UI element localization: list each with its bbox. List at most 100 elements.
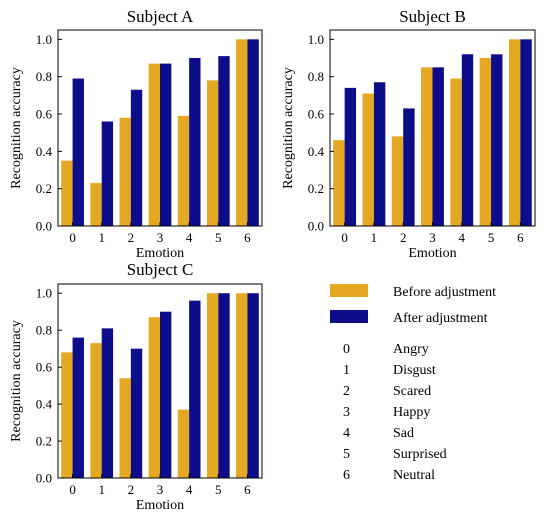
- x-tick-label: 1: [98, 482, 105, 497]
- bar-before-0: [333, 140, 345, 226]
- bar-before-4: [177, 409, 190, 478]
- chart-panels: 0.0 0.2 0.4 0.6 0.8 1.0 0 1 2 3 4 5 6 Subject A Emotio…: [9, 7, 536, 513]
- x-tick-label: 3: [157, 230, 164, 245]
- x-tick-label: 3: [429, 230, 436, 245]
- x-tick-label: 6: [517, 230, 524, 245]
- legend-swatch-before: [330, 284, 368, 297]
- x-tick-label: 5: [215, 482, 222, 497]
- bar-after-3: [160, 311, 172, 478]
- emotion-name: Happy: [393, 405, 430, 420]
- bar-after-1: [101, 328, 114, 478]
- x-tick-label: 1: [371, 230, 378, 245]
- bar-after-2: [130, 89, 143, 226]
- bar-after-4: [461, 54, 474, 226]
- y-tick-label: 0.0: [36, 219, 52, 234]
- bar-after-1: [373, 82, 386, 227]
- emotion-name: Surprised: [393, 447, 447, 462]
- y-tick-label: 0.6: [36, 360, 53, 375]
- emotion-name: Sad: [393, 426, 414, 441]
- legend: Before adjustment After adjustment 0 Angr…: [330, 284, 496, 483]
- bar-after-6: [520, 39, 532, 226]
- bar-before-0: [61, 352, 73, 478]
- y-tick-label: 0.2: [36, 434, 52, 449]
- x-tick-label: 5: [215, 230, 222, 245]
- y-tick-label: 0.4: [308, 144, 325, 159]
- bar-after-2: [130, 348, 143, 478]
- emotion-name: Angry: [393, 342, 429, 357]
- bar-before-3: [148, 317, 160, 478]
- emotion-code: 1: [343, 363, 350, 378]
- chart-panel: 0.0 0.2 0.4 0.6 0.8 1.0 0 1 2 3 4 5 6 Subject C Emotio…: [9, 260, 263, 513]
- x-tick-label: 4: [186, 230, 193, 245]
- bar-before-5: [479, 58, 492, 226]
- y-tick-label: 1.0: [36, 286, 52, 301]
- y-axis-label: Recognition accuracy: [9, 67, 24, 189]
- x-tick-label: 4: [186, 482, 193, 497]
- bar-before-6: [236, 39, 248, 226]
- y-axis-label: Recognition accuracy: [281, 67, 296, 189]
- x-tick-label: 0: [341, 230, 348, 245]
- y-tick-label: 0.8: [308, 69, 324, 84]
- x-tick-label: 6: [244, 230, 251, 245]
- bar-before-1: [90, 343, 102, 478]
- x-tick-label: 4: [459, 230, 466, 245]
- emotion-code: 3: [343, 405, 350, 420]
- bar-before-3: [421, 67, 433, 226]
- y-tick-label: 1.0: [36, 32, 52, 47]
- bar-after-3: [432, 67, 444, 226]
- emotion-code: 6: [343, 468, 350, 483]
- x-tick-label: 6: [244, 482, 251, 497]
- y-tick-label: 0.0: [308, 219, 324, 234]
- bar-after-4: [189, 58, 201, 226]
- emotion-code: 0: [343, 342, 350, 357]
- emotion-code: 4: [343, 426, 350, 441]
- y-tick-label: 0.6: [308, 107, 325, 122]
- emotion-code: 2: [343, 384, 350, 399]
- x-tick-label: 2: [400, 230, 407, 245]
- chart-title: Subject A: [127, 7, 194, 26]
- bar-after-6: [247, 293, 259, 478]
- legend-label-after: After adjustment: [393, 311, 488, 326]
- emotion-name: Neutral: [393, 468, 435, 483]
- y-tick-label: 0.8: [36, 323, 52, 338]
- legend-label-before: Before adjustment: [393, 285, 496, 300]
- x-axis-label: Emotion: [136, 246, 184, 261]
- x-tick-label: 3: [157, 482, 164, 497]
- bar-before-4: [177, 115, 190, 226]
- x-tick-label: 0: [69, 230, 76, 245]
- x-tick-label: 0: [69, 482, 76, 497]
- bar-after-5: [218, 293, 230, 478]
- bar-before-0: [61, 160, 73, 226]
- bar-after-0: [344, 87, 357, 227]
- bar-after-2: [403, 108, 415, 226]
- y-tick-label: 1.0: [308, 32, 324, 47]
- bar-after-5: [491, 54, 503, 226]
- y-tick-label: 0.4: [36, 144, 53, 159]
- bar-before-6: [508, 39, 521, 226]
- emotion-name: Scared: [393, 384, 431, 399]
- bar-before-2: [119, 378, 131, 478]
- bar-after-0: [72, 78, 84, 226]
- bar-after-1: [101, 121, 114, 226]
- bar-before-3: [148, 63, 160, 226]
- emotion-code: 5: [343, 447, 350, 462]
- x-tick-label: 5: [488, 230, 495, 245]
- chart-panel: 0.0 0.2 0.4 0.6 0.8 1.0 0 1 2 3 4 5 6 Subject A Emotio…: [9, 7, 263, 261]
- x-axis-label: Emotion: [408, 246, 456, 261]
- bar-before-6: [236, 293, 248, 478]
- x-tick-label: 2: [128, 230, 135, 245]
- y-tick-label: 0.8: [36, 69, 52, 84]
- bar-before-2: [391, 136, 404, 226]
- y-tick-label: 0.0: [36, 471, 52, 486]
- chart-title: Subject B: [399, 7, 466, 26]
- y-tick-label: 0.2: [308, 181, 324, 196]
- x-tick-label: 2: [128, 482, 135, 497]
- y-axis-label: Recognition accuracy: [9, 320, 24, 442]
- bar-before-1: [362, 93, 374, 226]
- y-tick-label: 0.2: [36, 181, 52, 196]
- y-tick-label: 0.4: [36, 397, 53, 412]
- bar-after-3: [160, 63, 172, 226]
- bar-before-2: [119, 117, 131, 226]
